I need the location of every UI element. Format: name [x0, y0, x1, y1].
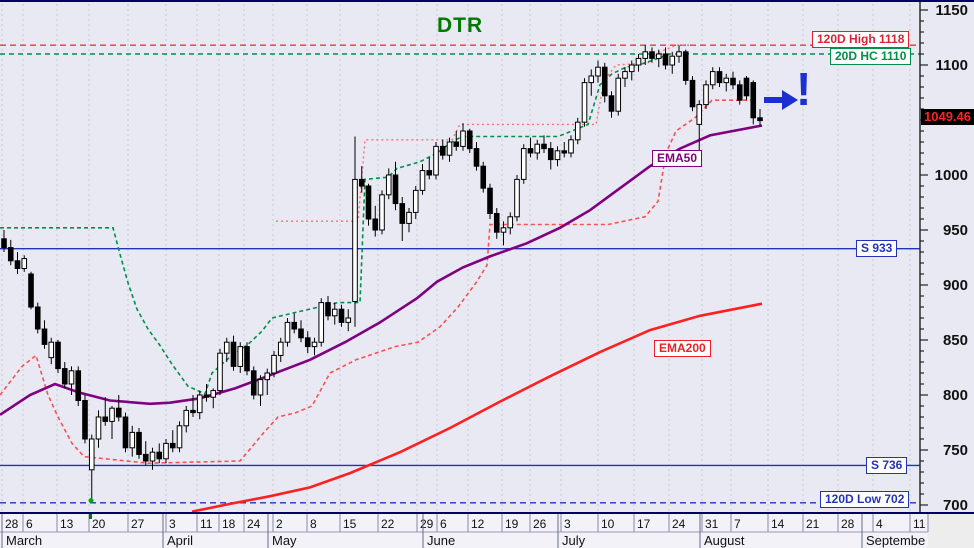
price-tick-label: 1150 — [935, 2, 968, 19]
price-tick-label: 900 — [943, 277, 968, 294]
right-arrow-icon — [764, 90, 798, 110]
reference-lines — [0, 44, 920, 504]
price-tick-label: 1100 — [935, 57, 968, 74]
price-tick-label: 850 — [943, 332, 968, 349]
date-tick-label: 8 — [310, 517, 317, 531]
date-tick-label: 6 — [26, 517, 33, 531]
date-tick-label: 11 — [913, 517, 926, 531]
date-tick-label: 31 — [705, 517, 719, 531]
date-tick-label: 3 — [564, 517, 571, 531]
month-label: August — [704, 533, 745, 548]
chart-title: DTR — [437, 14, 484, 37]
price-tick-label: 1000 — [935, 167, 968, 184]
date-tick-label: 18 — [222, 517, 236, 531]
date-tick-label: 14 — [771, 517, 785, 531]
label-s933: S 933 — [856, 240, 898, 257]
price-tick-label: 950 — [943, 222, 968, 239]
price-tick-label: 800 — [943, 387, 968, 404]
label-s736: S 736 — [866, 457, 908, 474]
date-tick-label: 21 — [806, 517, 820, 531]
date-tick-label: 11 — [200, 517, 213, 531]
date-tick-label: 13 — [60, 517, 74, 531]
date-axis: 28 6 13 20 27 3 11 18 24 2 8 15 22 29 6 12 19 26 3 10 17 24 31… — [0, 512, 974, 548]
date-tick-label: 29 — [420, 517, 434, 531]
date-signal-tick — [89, 514, 92, 519]
date-tick-label: 27 — [131, 517, 145, 531]
date-tick-label: 26 — [533, 517, 547, 531]
date-tick-label: 28 — [841, 517, 855, 531]
last-price-badge: 1049.46 — [921, 109, 974, 125]
label-ema50: EMA50 — [652, 150, 703, 167]
date-tick-label: 12 — [471, 517, 485, 531]
signal-markers — [88, 498, 94, 504]
ema200-line — [191, 302, 763, 513]
axis-corner — [928, 514, 974, 548]
month-label: March — [6, 533, 42, 548]
date-tick-label: 22 — [381, 517, 395, 531]
month-label: June — [427, 533, 455, 548]
date-tick-label: 3 — [169, 517, 176, 531]
month-label: July — [562, 533, 586, 548]
date-tick-label: 24 — [672, 517, 686, 531]
trailing-120d-high-line — [276, 44, 690, 222]
date-tick-label: 19 — [505, 517, 519, 531]
label-120d-low: 120D Low 702 — [820, 491, 910, 508]
price-tick-label: 700 — [943, 497, 968, 514]
channel-20d-high-line — [0, 53, 671, 395]
date-tick-label: 24 — [247, 517, 261, 531]
ema50-line — [0, 124, 763, 416]
date-tick-label: 15 — [343, 517, 357, 531]
date-tick-label: 10 — [601, 517, 615, 531]
month-label: May — [272, 533, 297, 548]
channel-20d-low-line — [0, 99, 757, 465]
date-tick-label: 4 — [876, 517, 883, 531]
date-tick-label: 17 — [637, 517, 651, 531]
date-tick-label: 7 — [734, 517, 741, 531]
label-120d-high: 120D High 1118 — [812, 31, 910, 48]
date-tick-label: 28 — [5, 517, 19, 531]
month-label: April — [167, 533, 193, 548]
label-ema200: EMA200 — [654, 340, 711, 357]
price-axis: 1150 1100 1000 950 900 850 800 750 700 — [919, 2, 968, 514]
date-tick-label: 6 — [440, 517, 447, 531]
date-tick-label: 2 — [276, 517, 283, 531]
signal-dot — [88, 498, 94, 504]
date-tick-label: 20 — [92, 517, 106, 531]
overlay-lines — [0, 44, 763, 513]
label-20d-hc: 20D HC 1110 — [830, 48, 912, 65]
exclamation-mark: ! — [796, 63, 812, 115]
date-axis-background — [0, 512, 974, 548]
month-label: Septembe — [866, 533, 925, 548]
candles — [1, 45, 763, 503]
price-tick-label: 750 — [943, 442, 968, 459]
